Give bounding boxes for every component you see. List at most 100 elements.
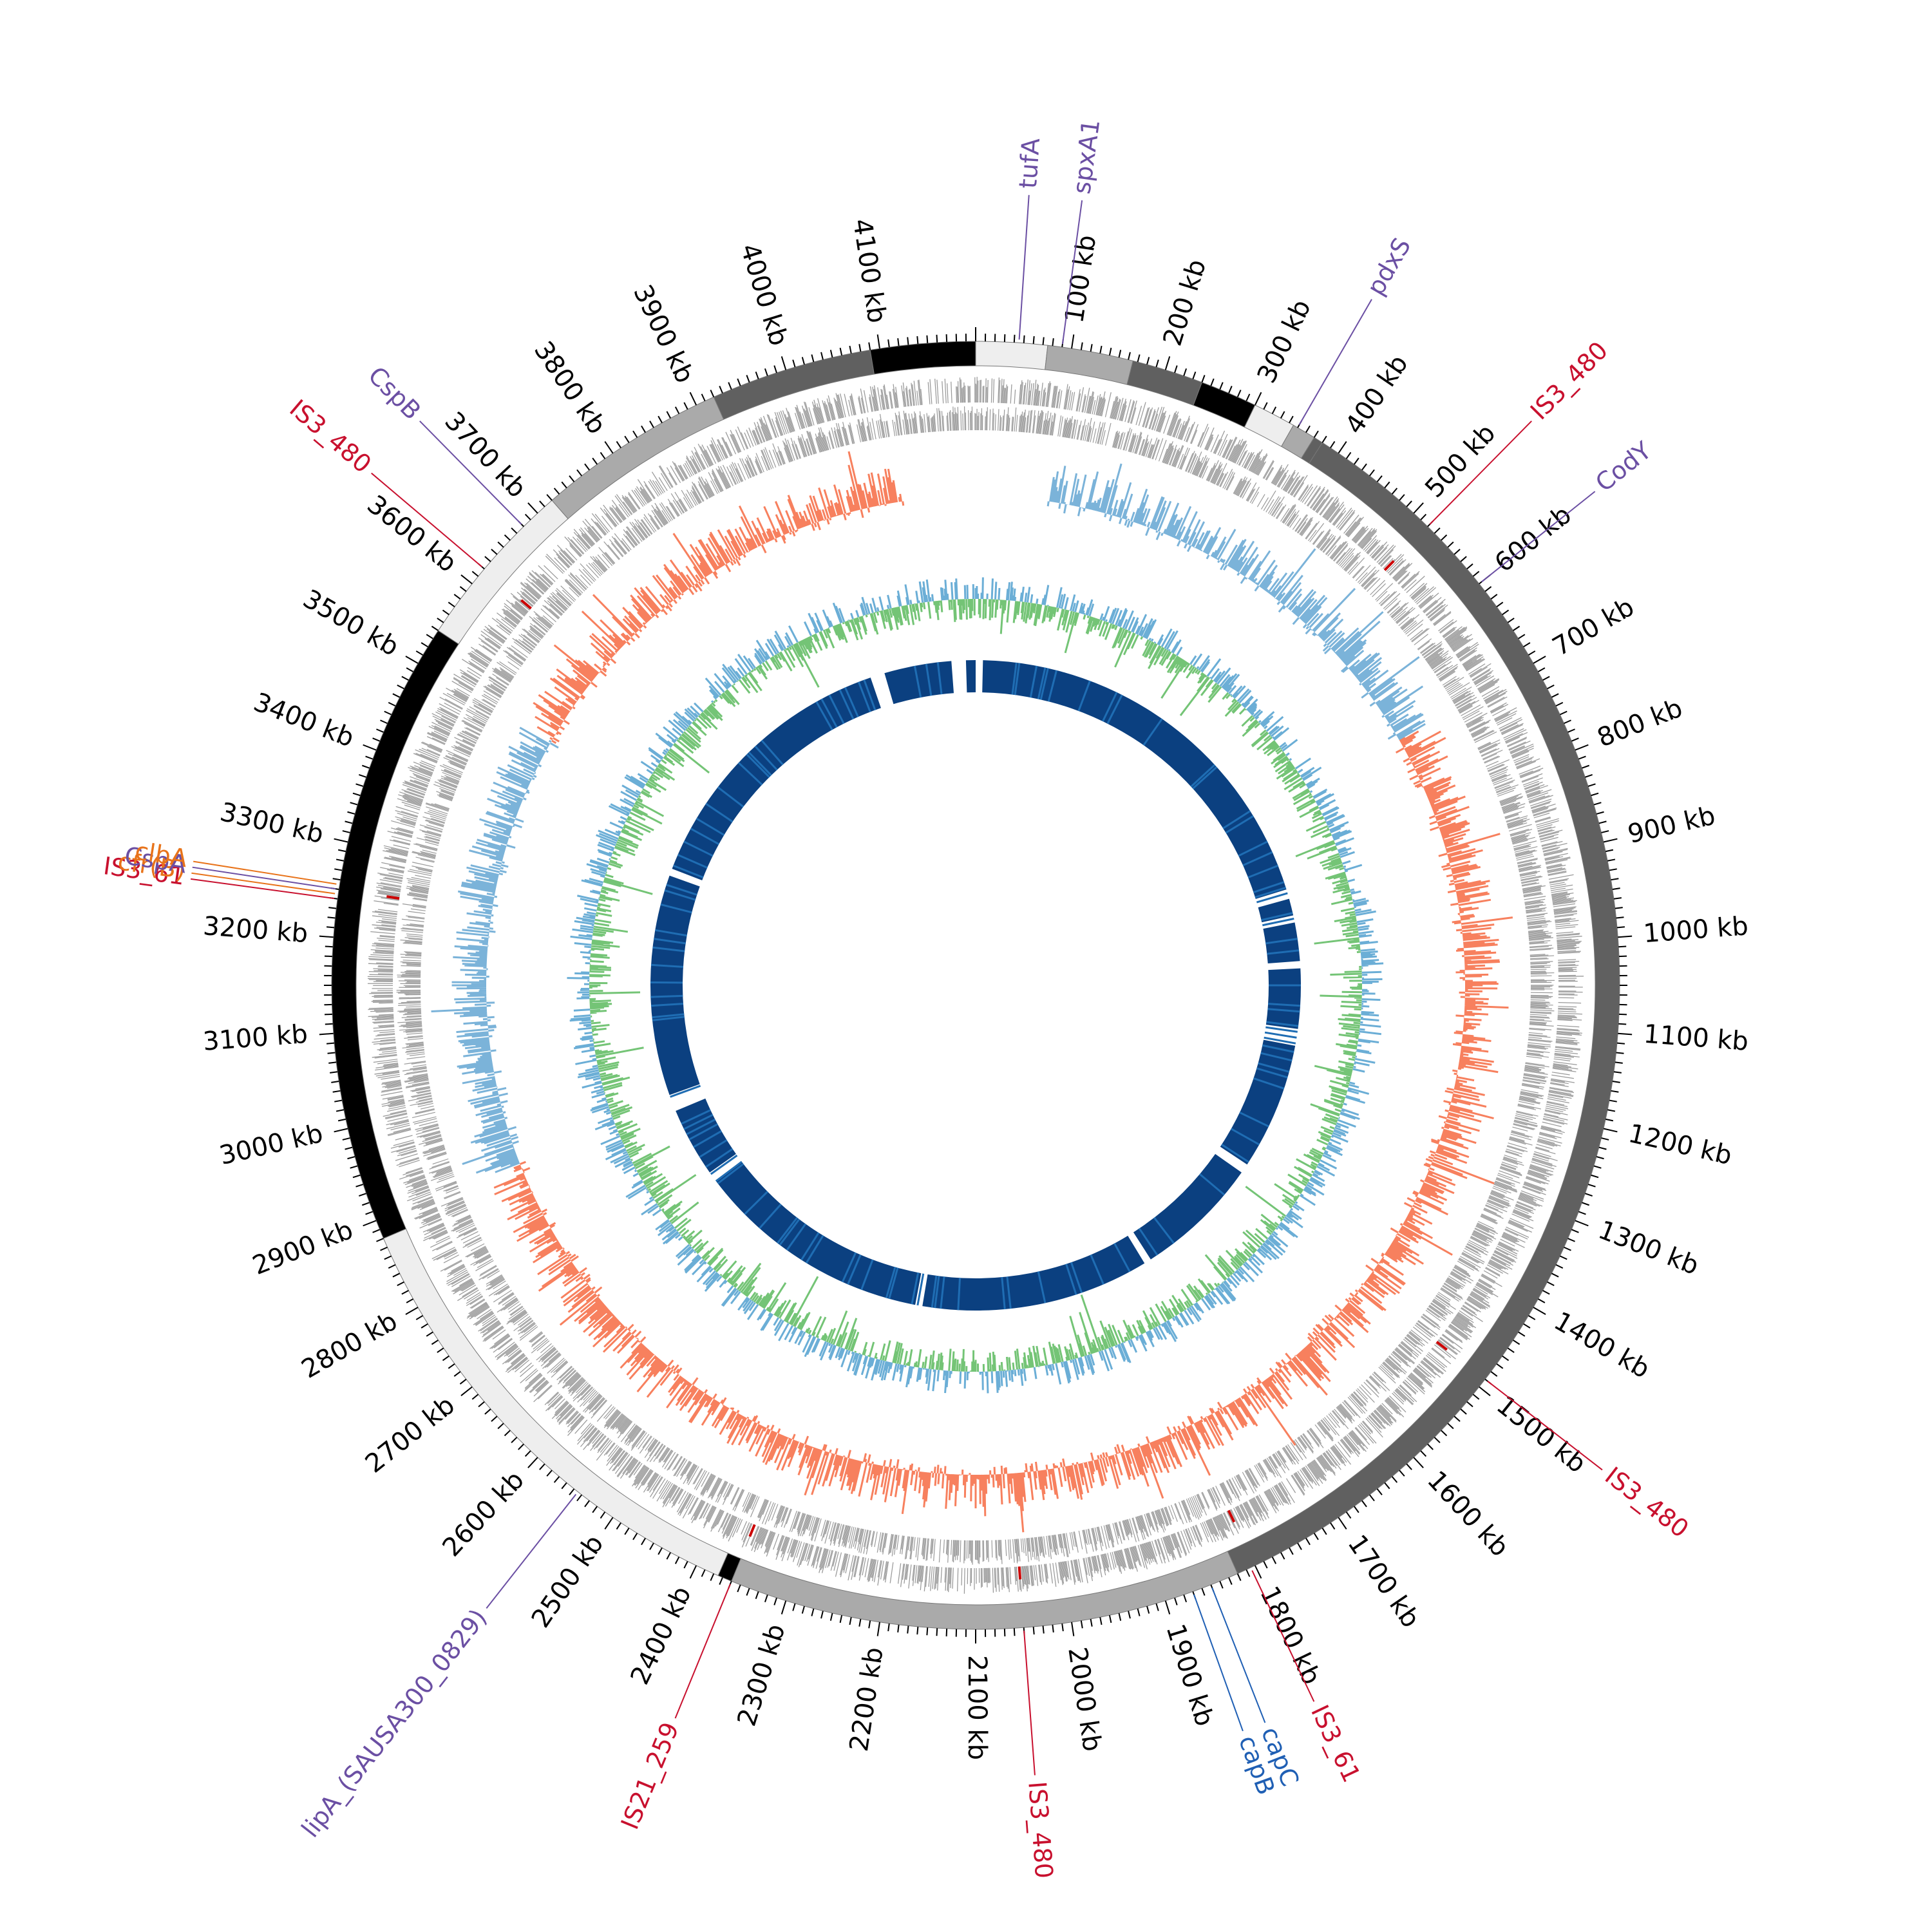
feature-leader-2 <box>1298 299 1372 426</box>
feature-leader-4 <box>1481 491 1596 583</box>
homology-ring <box>650 660 1302 1311</box>
homology-block-12 <box>965 660 976 693</box>
is-element-mark-2 <box>1227 1510 1236 1523</box>
contig-segment-3 <box>1193 382 1256 428</box>
tick-label-2800: 2800 kb <box>297 1306 402 1384</box>
tick-label-2900: 2900 kb <box>249 1215 357 1281</box>
tick-label-1200: 1200 kb <box>1625 1119 1734 1171</box>
tick-label-1700: 1700 kb <box>1342 1530 1426 1633</box>
tick-label-3100: 3100 kb <box>202 1019 308 1057</box>
feature-label-6: IS3_61 <box>1305 1701 1366 1786</box>
is-element-marks <box>386 560 1448 1580</box>
tick-label-3800: 3800 kb <box>528 336 612 440</box>
gene-track-reverse <box>396 406 1555 1565</box>
tick-label-500: 500 kb <box>1419 419 1501 504</box>
feature-label-2: pdxS <box>1361 233 1417 300</box>
tick-label-1000: 1000 kb <box>1642 911 1749 949</box>
is-element-mark-0 <box>1383 560 1395 571</box>
gc-content-track <box>567 577 1384 1394</box>
scale-ticks <box>319 327 1633 1643</box>
feature-label-9: IS3_480 <box>1023 1781 1058 1880</box>
tick-label-1100: 1100 kb <box>1643 1019 1750 1057</box>
tick-label-2500: 2500 kb <box>526 1530 610 1633</box>
feature-leader-6 <box>1251 1570 1315 1702</box>
tick-label-3400: 3400 kb <box>249 687 358 753</box>
feature-label-3: IS3_480 <box>1525 336 1613 425</box>
homology-block-8 <box>676 1098 736 1173</box>
feature-leader-0 <box>1018 194 1030 340</box>
tick-label-300: 300 kb <box>1252 295 1317 388</box>
feature-label-10: IS21_259 <box>616 1718 685 1833</box>
tick-label-2400: 2400 kb <box>625 1582 697 1689</box>
tick-label-2600: 2600 kb <box>437 1465 530 1562</box>
tick-label-800: 800 kb <box>1593 693 1687 753</box>
is-element-mark-3 <box>1018 1566 1022 1580</box>
homology-block-3 <box>1265 968 1302 1029</box>
feature-label-16: IS3_480 <box>284 394 377 478</box>
feature-leader-1 <box>1061 200 1083 345</box>
feature-leader-9 <box>1023 1631 1036 1776</box>
tick-label-400: 400 kb <box>1340 350 1414 440</box>
feature-label-1: spxA1 <box>1067 117 1105 195</box>
homology-block-0 <box>982 660 1287 899</box>
homology-variation <box>650 662 1301 1311</box>
feature-label-17: CspB <box>363 361 426 426</box>
contig-segment-0 <box>975 341 1048 370</box>
tick-marks <box>319 327 1633 1643</box>
feature-label-5: IS3_480 <box>1600 1461 1694 1543</box>
contig-segment-2 <box>1126 360 1203 406</box>
homology-block-11 <box>884 661 954 705</box>
tick-label-3600: 3600 kb <box>361 489 462 578</box>
gene-tracks <box>367 377 1584 1594</box>
gc-skew-negative <box>493 451 1513 1533</box>
feature-leader-3 <box>1429 421 1532 525</box>
contig-segment-14 <box>713 349 875 420</box>
is-element-mark-1 <box>1435 1341 1448 1351</box>
tick-label-1300: 1300 kb <box>1594 1215 1703 1281</box>
feature-leader-8 <box>1193 1594 1244 1732</box>
is-element-mark-5 <box>386 895 400 900</box>
tick-label-1600: 1600 kb <box>1421 1465 1515 1562</box>
tick-label-3200: 3200 kb <box>202 911 309 949</box>
tick-label-1500: 1500 kb <box>1491 1390 1591 1479</box>
tick-label-4100: 4100 kb <box>847 217 892 325</box>
feature-leader-7 <box>1211 1587 1266 1723</box>
feature-leader-12 <box>190 878 335 900</box>
gene-track-forward <box>367 377 1584 1594</box>
feature-leader-14 <box>192 866 336 890</box>
tick-label-2300: 2300 kb <box>732 1620 791 1729</box>
tick-label-900: 900 kb <box>1625 801 1718 849</box>
is-element-mark-4 <box>748 1524 756 1537</box>
tick-label-3500: 3500 kb <box>298 584 404 662</box>
feature-label-4: CodY <box>1590 436 1657 497</box>
gc-content-above <box>567 577 1384 1394</box>
feature-leader-5 <box>1487 1380 1603 1471</box>
tick-label-200: 200 kb <box>1158 256 1213 349</box>
feature-label-0: tufA <box>1014 137 1045 189</box>
is-element-mark-6 <box>520 599 532 610</box>
homology-block-1 <box>1258 898 1294 923</box>
tick-label-100: 100 kb <box>1059 233 1102 325</box>
gc-content-below <box>589 598 1363 1372</box>
tick-label-3000: 3000 kb <box>217 1119 326 1171</box>
contig-segment-15 <box>869 341 976 375</box>
feature-leader-15 <box>193 860 337 885</box>
tick-label-2700: 2700 kb <box>360 1390 460 1479</box>
feature-leader-16 <box>371 472 483 567</box>
feature-leader-10 <box>674 1584 731 1719</box>
tick-label-1400: 1400 kb <box>1549 1306 1654 1384</box>
homology-block-10 <box>672 677 881 880</box>
tick-label-3900: 3900 kb <box>627 280 699 388</box>
tick-label-2000: 2000 kb <box>1062 1645 1107 1754</box>
feature-leader-13 <box>191 872 336 895</box>
contig-ring <box>331 341 1620 1630</box>
tick-label-600: 600 kb <box>1490 500 1577 578</box>
feature-label-11: lipA_(SAUSA300_0829) <box>296 1604 493 1842</box>
homology-block-5 <box>1133 1153 1242 1260</box>
tick-label-1900: 1900 kb <box>1160 1620 1219 1729</box>
tick-label-3300: 3300 kb <box>217 797 326 849</box>
tick-label-2100: 2100 kb <box>962 1655 992 1760</box>
tick-label-700: 700 kb <box>1548 592 1639 663</box>
